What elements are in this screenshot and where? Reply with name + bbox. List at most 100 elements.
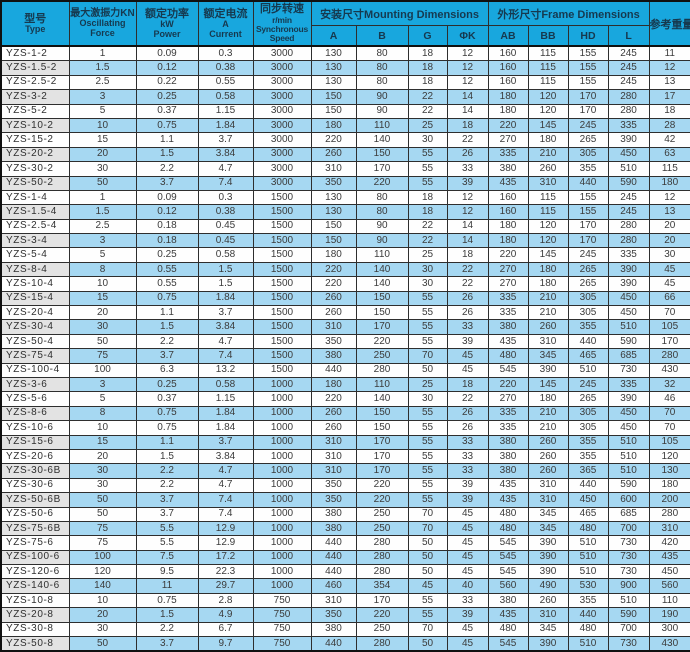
- cell-dim-phik: 45: [446, 621, 489, 638]
- cell-current: 0.55: [197, 74, 254, 91]
- cell-dim-ab: 180: [487, 89, 529, 105]
- cell-power: 0.12: [135, 204, 199, 220]
- cell-dim-l: 685: [607, 348, 650, 364]
- cell-force: 20: [68, 305, 137, 321]
- cell-force: 75: [68, 535, 137, 551]
- cell-dim-g: 55: [407, 175, 448, 191]
- cell-dim-a: 440: [310, 636, 357, 652]
- cell-speed: 1000: [252, 549, 312, 566]
- table-row: YZS-50-6 50 3.7 7.4 1000 380 250 70 45 480 345 465 6…: [0, 506, 690, 522]
- cell-dim-l: 450: [607, 420, 650, 436]
- cell-dim-ab: 480: [487, 520, 529, 537]
- cell-force: 2.5: [68, 218, 137, 235]
- cell-dim-l: 280: [607, 89, 650, 105]
- table-row: YZS-20-6 20 1.5 3.84 1000 310 170 55 33 380 260 355…: [0, 448, 690, 465]
- cell-weight: 20: [648, 233, 690, 249]
- cell-dim-bb: 145: [527, 117, 569, 134]
- cell-dim-bb: 345: [527, 506, 569, 522]
- cell-force: 100: [68, 362, 137, 378]
- cell-dim-b: 250: [355, 520, 409, 537]
- col-header-ab: AB: [487, 25, 529, 47]
- table-row: YZS-50-8 50 3.7 9.7 750 440 280 50 45 545 390 510 73…: [0, 636, 690, 652]
- cell-dim-hd: 265: [567, 261, 609, 278]
- cell-dim-g: 70: [407, 506, 448, 522]
- cell-power: 0.37: [135, 103, 199, 119]
- table-row: YZS-75-6B 75 5.5 12.9 1000 380 250 70 45 480 345 48…: [0, 520, 690, 537]
- col-header-power-en1: kW: [160, 18, 174, 29]
- cell-current: 3.7: [197, 434, 254, 450]
- cell-dim-a: 310: [310, 463, 357, 479]
- cell-dim-l: 245: [607, 74, 650, 91]
- cell-power: 2.2: [135, 161, 199, 177]
- cell-dim-g: 55: [407, 161, 448, 177]
- cell-power: 0.09: [135, 45, 199, 62]
- cell-power: 0.75: [135, 117, 199, 134]
- table-row: YZS-3-4 3 0.18 0.45 1500 150 90 22 14 180 120 170 28…: [0, 233, 690, 249]
- cell-dim-g: 50: [407, 564, 448, 580]
- cell-dim-b: 220: [355, 492, 409, 508]
- cell-dim-g: 55: [407, 477, 448, 494]
- cell-weight: 105: [648, 319, 690, 335]
- cell-dim-ab: 270: [487, 132, 529, 148]
- cell-dim-b: 220: [355, 607, 409, 623]
- col-header-current-zh: 额定电流: [203, 7, 248, 20]
- cell-type: YZS-50-4: [0, 333, 70, 350]
- cell-dim-bb: 390: [527, 549, 569, 566]
- cell-dim-bb: 210: [527, 146, 569, 163]
- cell-dim-bb: 180: [527, 261, 569, 278]
- cell-type: YZS-15-2: [0, 132, 70, 148]
- cell-power: 3.7: [135, 506, 199, 522]
- cell-power: 0.55: [135, 276, 199, 292]
- cell-speed: 3000: [252, 74, 312, 91]
- cell-weight: 280: [648, 506, 690, 522]
- cell-weight: 32: [648, 376, 690, 393]
- cell-dim-g: 55: [407, 448, 448, 465]
- cell-force: 50: [68, 506, 137, 522]
- cell-current: 1.84: [197, 420, 254, 436]
- cell-dim-b: 280: [355, 362, 409, 378]
- cell-dim-a: 130: [310, 60, 357, 76]
- cell-dim-ab: 545: [487, 636, 529, 652]
- cell-speed: 1000: [252, 564, 312, 580]
- cell-dim-b: 250: [355, 621, 409, 638]
- cell-speed: 1500: [252, 348, 312, 364]
- cell-dim-a: 260: [310, 146, 357, 163]
- cell-power: 0.09: [135, 189, 199, 206]
- cell-force: 8: [68, 261, 137, 278]
- cell-dim-g: 30: [407, 132, 448, 148]
- cell-dim-bb: 120: [527, 103, 569, 119]
- table-row: YZS-20-4 20 1.1 3.7 1500 260 150 55 26 335 210 305 4…: [0, 305, 690, 321]
- cell-weight: 115: [648, 161, 690, 177]
- cell-current: 0.3: [197, 45, 254, 62]
- cell-dim-a: 350: [310, 175, 357, 191]
- cell-current: 0.45: [197, 233, 254, 249]
- cell-force: 10: [68, 276, 137, 292]
- cell-dim-ab: 435: [487, 333, 529, 350]
- cell-type: YZS-20-8: [0, 607, 70, 623]
- cell-dim-l: 450: [607, 290, 650, 307]
- cell-power: 0.12: [135, 60, 199, 76]
- cell-force: 5: [68, 247, 137, 263]
- cell-speed: 750: [252, 592, 312, 609]
- cell-type: YZS-10-2: [0, 117, 70, 134]
- cell-force: 10: [68, 420, 137, 436]
- cell-dim-ab: 380: [487, 161, 529, 177]
- cell-dim-l: 590: [607, 333, 650, 350]
- cell-power: 3.7: [135, 175, 199, 191]
- cell-speed: 1000: [252, 492, 312, 508]
- cell-dim-hd: 170: [567, 233, 609, 249]
- cell-dim-b: 140: [355, 261, 409, 278]
- cell-dim-ab: 270: [487, 276, 529, 292]
- cell-force: 30: [68, 621, 137, 638]
- cell-type: YZS-15-4: [0, 290, 70, 307]
- cell-force: 50: [68, 636, 137, 652]
- cell-dim-a: 180: [310, 247, 357, 263]
- cell-power: 0.75: [135, 290, 199, 307]
- cell-power: 6.3: [135, 362, 199, 378]
- cell-dim-g: 55: [407, 592, 448, 609]
- cell-dim-phik: 33: [446, 448, 489, 465]
- cell-dim-ab: 380: [487, 448, 529, 465]
- cell-current: 3.84: [197, 448, 254, 465]
- cell-dim-ab: 435: [487, 175, 529, 191]
- cell-dim-ab: 180: [487, 218, 529, 235]
